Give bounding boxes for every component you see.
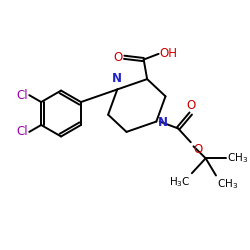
Text: CH$_3$: CH$_3$ [217,177,238,191]
Text: OH: OH [160,47,178,60]
Text: Cl: Cl [16,89,28,102]
Text: O: O [114,51,123,64]
Text: N: N [112,72,122,85]
Text: H$_3$C: H$_3$C [169,175,191,188]
Text: O: O [186,99,195,112]
Text: N: N [158,116,168,128]
Text: Cl: Cl [16,126,28,138]
Text: O: O [194,143,203,156]
Text: CH$_3$: CH$_3$ [228,152,249,165]
